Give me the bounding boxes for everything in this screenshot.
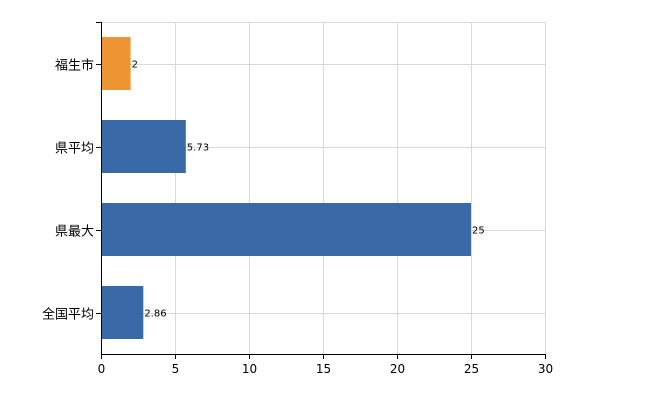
x-tick-label: 5 xyxy=(172,362,180,376)
x-tick-label: 20 xyxy=(390,362,405,376)
x-tick-label: 25 xyxy=(464,362,479,376)
category-label: 全国平均 xyxy=(42,307,94,323)
bar-1 xyxy=(102,37,131,90)
category-label: 県平均 xyxy=(55,142,94,157)
category-label: 県最大 xyxy=(55,225,94,240)
bar-2 xyxy=(102,120,186,173)
x-tick-label: 30 xyxy=(538,362,553,376)
bar-layer xyxy=(102,37,471,339)
x-tick-label: 10 xyxy=(242,362,257,376)
bar-4 xyxy=(102,286,144,339)
grid-layer xyxy=(101,22,546,354)
x-tick-label: 0 xyxy=(98,362,106,376)
category-label: 福生市 xyxy=(55,58,94,74)
data-label: 2 xyxy=(132,60,138,71)
x-tick-label: 15 xyxy=(316,362,331,376)
data-label: 2.86 xyxy=(144,309,166,320)
axis-layer xyxy=(96,22,546,359)
bar-3 xyxy=(102,203,471,256)
data-label: 5.73 xyxy=(187,143,209,154)
data-label: 25 xyxy=(472,226,485,237)
